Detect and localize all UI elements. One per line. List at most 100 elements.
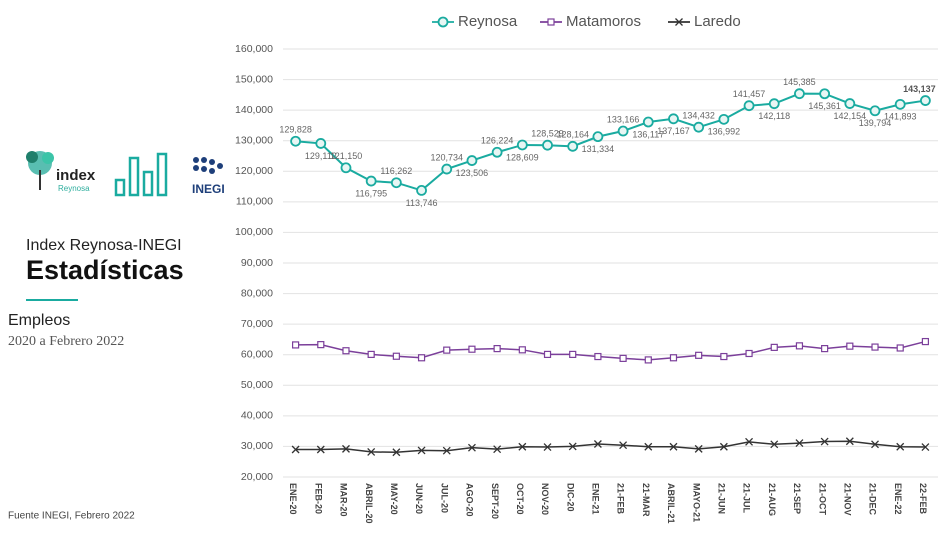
x-tick-label: ABRIL-21: [666, 483, 676, 524]
x-tick-label: ENE-22: [893, 483, 903, 515]
data-label: 120,734: [430, 152, 463, 162]
point: [569, 350, 577, 359]
period: 2020 a Febrero 2022: [8, 334, 124, 349]
x-tick-label: SEPT-20: [490, 483, 500, 519]
point: [694, 444, 703, 453]
point: [594, 352, 602, 361]
point: [365, 175, 377, 187]
point: [920, 95, 931, 106]
point: [921, 337, 930, 346]
point: [720, 352, 728, 361]
x-tick-label: 21-FEB: [616, 483, 626, 515]
heading: Index Reynosa-INEGI: [26, 237, 182, 254]
x-tick-label: MAYO-21: [691, 483, 701, 522]
point: [317, 341, 325, 349]
legend-marker: [675, 18, 683, 26]
point: [921, 443, 930, 451]
y-tick-label: 160,000: [235, 43, 273, 55]
point: [367, 350, 375, 359]
legend-marker: [547, 18, 555, 26]
point: [821, 345, 829, 353]
point: [869, 105, 881, 117]
y-tick-label: 110,000: [236, 196, 273, 208]
point: [896, 344, 904, 352]
y-tick-label: 30,000: [241, 440, 273, 452]
point: [644, 356, 652, 364]
point: [441, 163, 453, 175]
point: [340, 162, 352, 174]
point: [693, 121, 705, 133]
point: [719, 442, 728, 451]
y-tick-label: 120,000: [235, 165, 273, 177]
data-label: 139,794: [859, 118, 892, 128]
x-tick-label: 21-DEC: [868, 483, 878, 516]
point: [367, 447, 376, 456]
data-label: 129,828: [279, 125, 312, 135]
y-tick-label: 50,000: [241, 379, 273, 391]
series-line: [295, 340, 926, 361]
index-logo: [26, 151, 54, 190]
point: [416, 185, 427, 196]
y-tick-label: 140,000: [235, 104, 273, 116]
x-tick-label: 21-MAR: [641, 483, 651, 517]
bars-logo: [114, 152, 168, 197]
point: [392, 448, 401, 457]
x-tick-label: 21-NOV: [842, 483, 852, 516]
point: [567, 140, 579, 152]
logo-sub: Reynosa: [58, 184, 90, 193]
x-tick-label: JUN-20: [414, 483, 424, 514]
data-label: 141,457: [733, 89, 766, 99]
data-label: 134,432: [682, 111, 715, 121]
x-tick-label: OCT-20: [515, 483, 525, 515]
point: [443, 346, 451, 354]
point: [871, 440, 879, 449]
point: [442, 446, 451, 455]
point: [644, 442, 653, 451]
point: [291, 341, 300, 349]
point: [518, 442, 527, 451]
point: [543, 443, 552, 451]
x-tick-label: MAY-20: [389, 483, 399, 515]
series-line: [295, 440, 926, 453]
point: [695, 351, 703, 359]
subject: Empleos: [8, 312, 70, 329]
point: [466, 155, 478, 166]
x-tick-label: 21-AUG: [767, 483, 777, 516]
point: [518, 346, 526, 354]
point: [871, 343, 879, 351]
point: [745, 349, 753, 358]
data-label: 116,262: [380, 166, 412, 176]
point: [768, 98, 780, 110]
point: [794, 88, 805, 100]
data-label: 145,385: [783, 77, 816, 87]
data-label: 129,112: [305, 151, 337, 161]
point: [316, 445, 325, 454]
legend-label: Matamoros: [566, 13, 641, 30]
data-label: 136,992: [708, 127, 741, 137]
x-tick-label: NOV-20: [540, 483, 550, 515]
x-tick-label: 22-FEB: [918, 483, 928, 515]
data-label: 123,506: [456, 168, 489, 178]
point: [820, 437, 829, 446]
y-tick-label: 150,000: [235, 73, 273, 85]
x-tick-label: ENE-21: [591, 483, 601, 515]
data-label: 128,164: [556, 130, 589, 140]
source: Fuente INEGI, Febrero 2022: [8, 511, 135, 522]
point: [493, 445, 502, 454]
point: [516, 139, 528, 151]
legend-label: Laredo: [694, 13, 741, 30]
x-tick-label: 21-JUN: [716, 483, 726, 514]
y-tick-label: 90,000: [241, 257, 273, 269]
legend-marker: [437, 16, 449, 28]
point: [846, 342, 854, 350]
data-label: 143,137: [903, 84, 936, 94]
x-tick-label: 21-OCT: [817, 483, 827, 516]
point: [542, 139, 553, 151]
point: [718, 113, 730, 125]
point: [669, 354, 678, 362]
data-label: 137,167: [657, 126, 690, 136]
point: [668, 113, 679, 125]
data-label: 136,117: [632, 129, 664, 139]
point: [493, 345, 501, 353]
